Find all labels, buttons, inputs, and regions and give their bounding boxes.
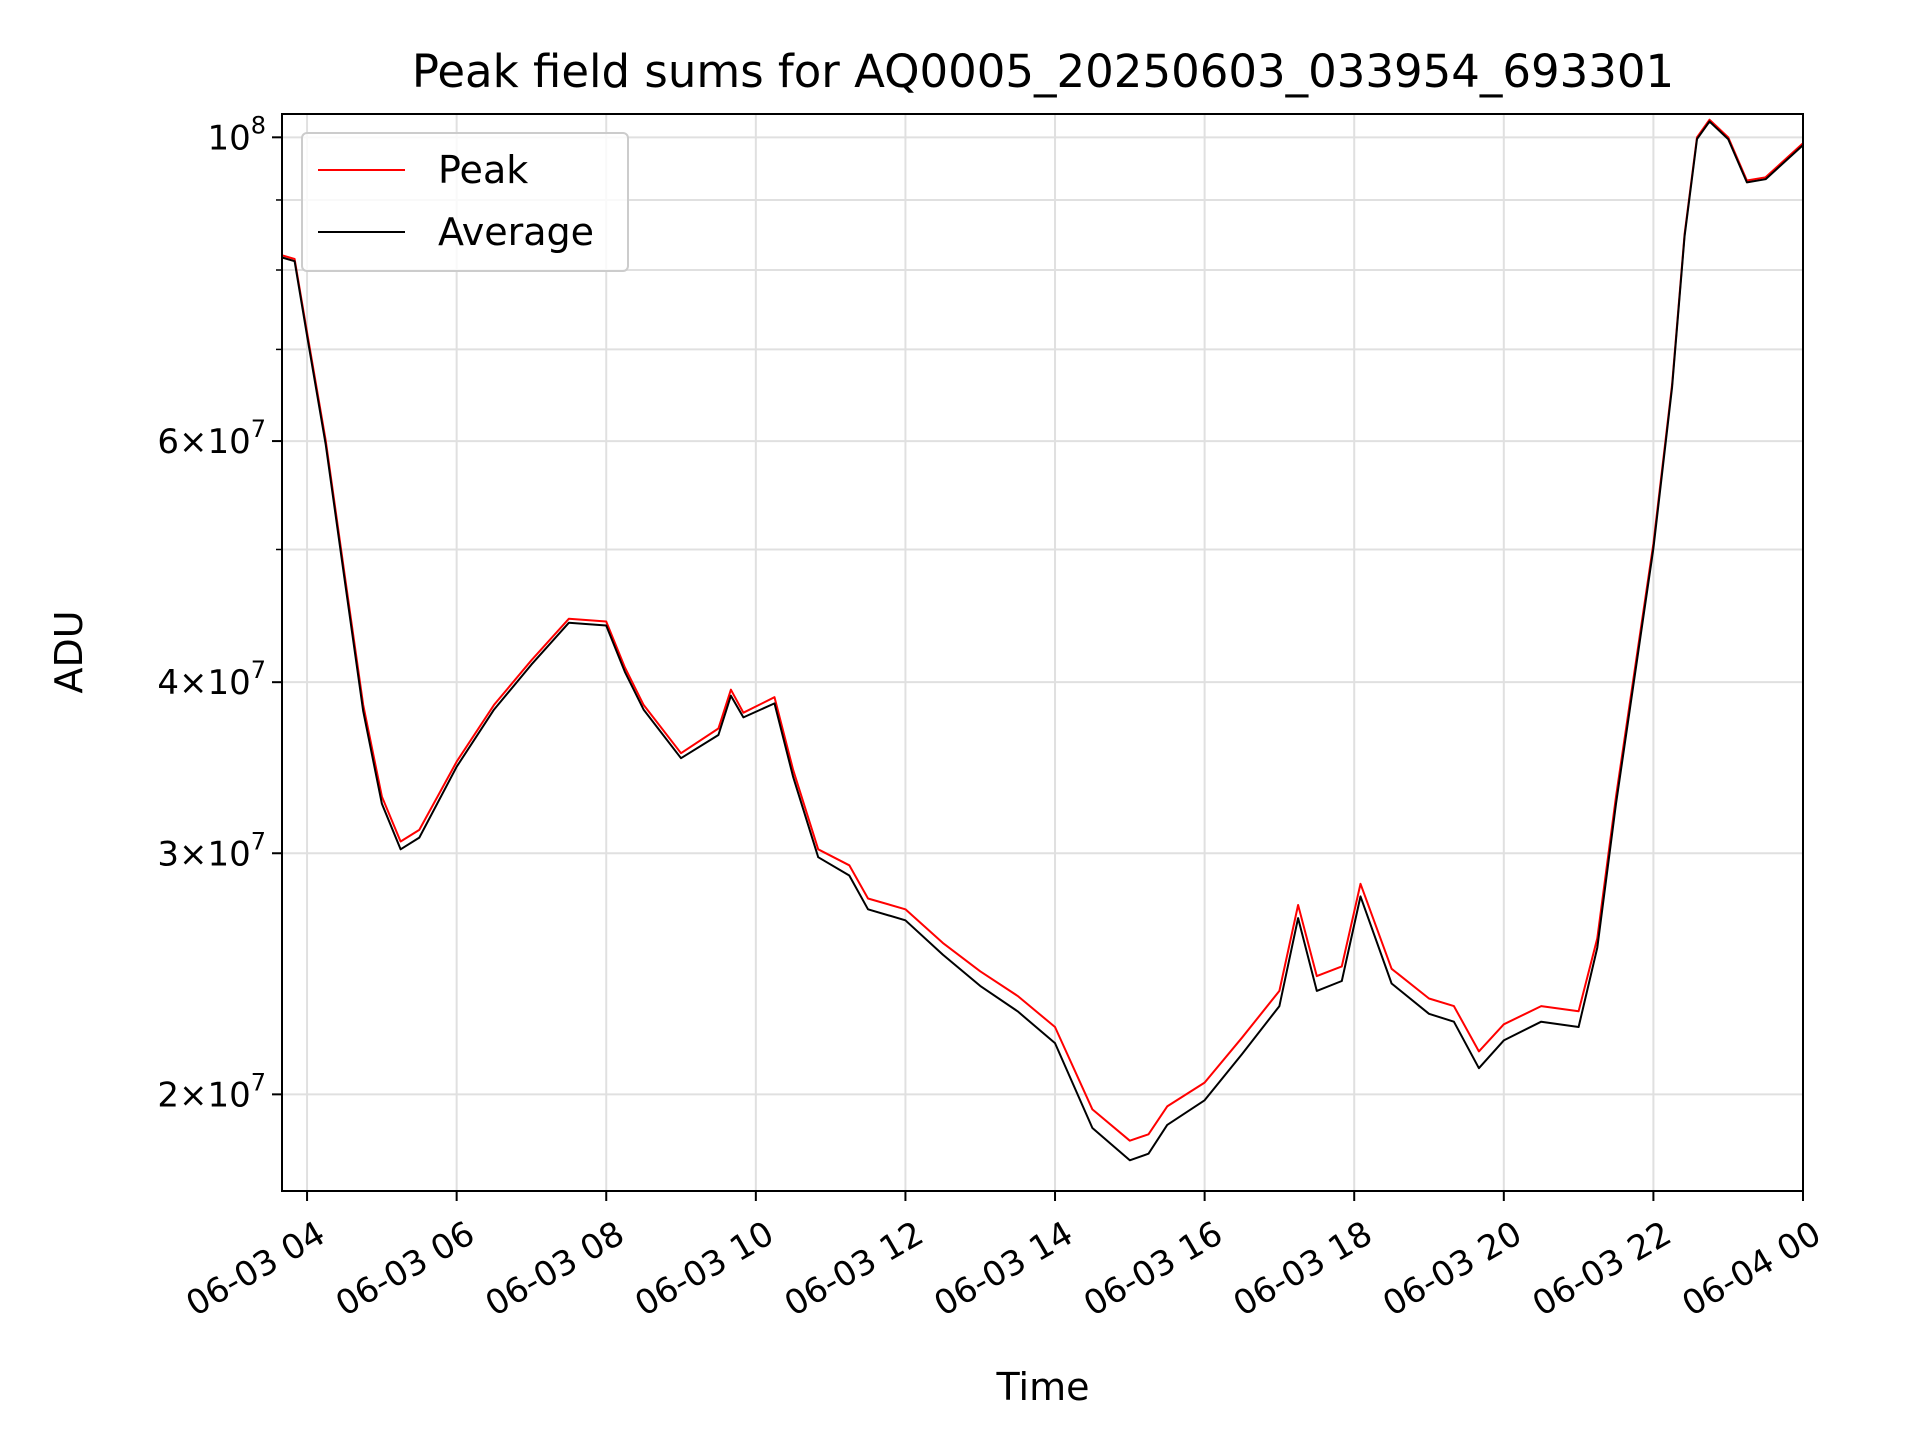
y-tick-label: 2×107 (157, 1068, 266, 1115)
y-axis-label: ADU (47, 610, 91, 693)
x-tick-label: 06-03 12 (778, 1214, 930, 1325)
series-lines (281, 118, 1804, 1162)
x-tick-label: 06-03 06 (329, 1214, 481, 1325)
x-tick-label: 06-04 00 (1676, 1214, 1828, 1325)
y-tick-label: 108 (207, 111, 266, 158)
x-tick-label: 06-03 14 (928, 1214, 1080, 1325)
legend: Peak Average (301, 132, 629, 272)
legend-label-average: Average (438, 210, 594, 254)
x-tick-label: 06-03 08 (479, 1214, 631, 1325)
x-tick-label: 06-03 10 (628, 1214, 780, 1325)
x-tick-label: 06-03 16 (1077, 1214, 1229, 1325)
legend-box (301, 132, 629, 272)
grid (282, 114, 1804, 1191)
plot-area-frame (281, 113, 1804, 1192)
x-tick-label: 06-03 20 (1376, 1214, 1528, 1325)
x-tick-label: 06-03 04 (180, 1214, 332, 1325)
x-axis-label: Time (996, 1365, 1090, 1409)
x-tick-label: 06-03 18 (1227, 1214, 1379, 1325)
chart-title: Peak field sums for AQ0005_20250603_0339… (412, 45, 1674, 98)
y-tick-label: 6×107 (157, 415, 266, 462)
legend-label-peak: Peak (438, 148, 528, 192)
y-tick-label: 4×107 (157, 656, 266, 703)
x-tick-label: 06-03 22 (1526, 1214, 1678, 1325)
y-tick-label: 3×107 (157, 827, 266, 874)
series-line-average (281, 120, 1804, 1162)
series-line-peak (281, 118, 1804, 1142)
